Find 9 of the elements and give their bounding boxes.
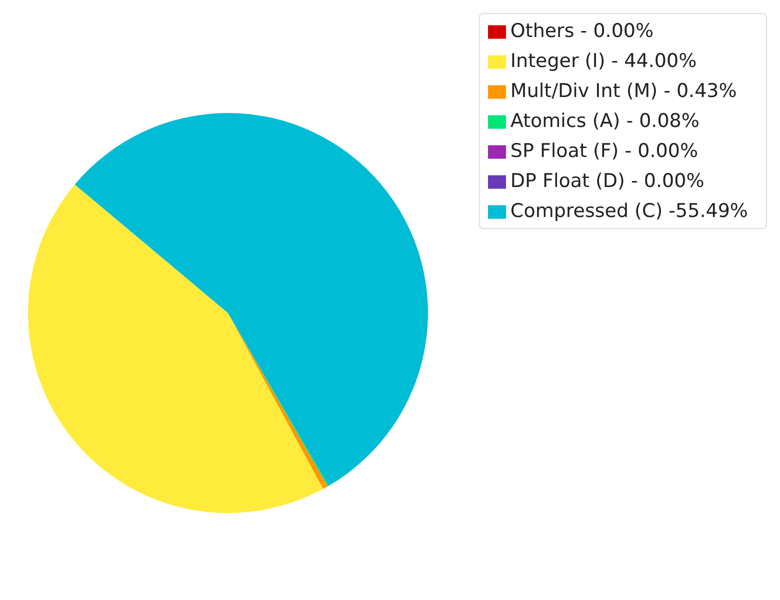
legend-label: Mult/Div Int (M) - 0.43% <box>510 80 737 102</box>
legend-label: Compressed (C) -55.49% <box>510 200 748 222</box>
legend-label: Atomics (A) - 0.08% <box>510 110 700 132</box>
legend-label: DP Float (D) - 0.00% <box>510 170 704 192</box>
legend-label: Others - 0.00% <box>510 20 654 42</box>
legend-label: SP Float (F) - 0.00% <box>510 140 698 162</box>
pie-slice <box>28 184 324 513</box>
legend-label: Integer (I) - 44.00% <box>510 50 697 72</box>
pie-slice <box>74 113 428 486</box>
